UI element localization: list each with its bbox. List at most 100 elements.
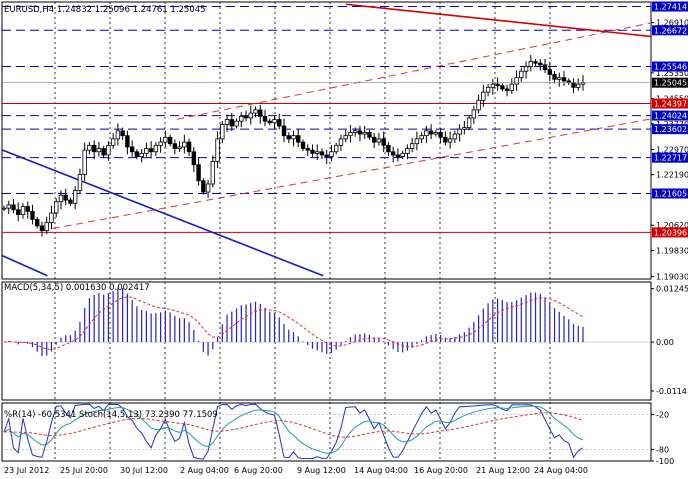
candle-body [258,109,263,117]
candle-body [139,152,144,158]
candle-body [315,151,320,154]
candle-body [438,132,443,138]
y-tick-label: 1.25350 [656,69,688,78]
level-price-label: 1.25546 [654,63,687,72]
candle-body [148,148,154,153]
macd-title: MACD(5,34,5) 0.001630 0.002417 [4,283,150,293]
candle-body [419,135,424,140]
oscillator-panel [2,403,651,460]
price-panel-frame [1,1,652,280]
level-price-tag [652,61,688,72]
candle-body [25,206,30,212]
candle-body [39,225,45,232]
candle-body [91,144,97,153]
current-price-label: 1.25045 [654,79,687,88]
trendline-channel-upper [177,22,652,120]
oscillator-tick-label: -80 [656,445,669,454]
candle-body [220,123,225,140]
candle-body [296,135,301,143]
candle-body [324,154,329,158]
candle-body [163,136,168,143]
candle-body [129,146,135,153]
candle-body [504,88,510,91]
x-tick-label: 30 Jul 12:00 [120,466,168,475]
level-price-tag [652,1,688,12]
candle-body [362,132,367,135]
candle-body [343,135,348,140]
candle-body [87,144,92,151]
candle-body [281,125,287,137]
y-tick-label: 1.19030 [656,272,688,281]
candle-body [476,99,481,111]
candle-body [352,130,358,133]
oscillator-title: %R(14) -60.5341 Stoch(14,5,13) 73.2390 7… [4,410,218,420]
y-tick-label: 1.20620 [656,221,688,230]
level-price-label: 1.21605 [654,189,687,198]
y-tick-label: 1.22970 [656,146,688,155]
candle-body [357,130,363,135]
candle-body [528,61,533,67]
level-price-label: 1.27414 [654,3,687,12]
candle-body [277,119,282,127]
candle-body [405,148,410,154]
candle-body [196,164,201,182]
candle-body [542,64,548,71]
candle-body [533,61,538,64]
candle-body [305,148,310,151]
x-tick-label: 21 Aug 12:00 [476,466,530,475]
candle-body [44,222,49,232]
candle-body [576,83,581,88]
candle-body [182,141,187,148]
candle-body [186,141,192,153]
candle-body [395,154,401,158]
candle-body [471,109,477,119]
candle-body [490,83,496,88]
stoch-main-line [3,405,584,454]
level-price-tag [652,110,688,121]
candle-body [495,83,500,87]
candle-body [229,119,235,127]
macd-signal-line [3,296,584,351]
oscillator-tick-label: -100 [656,457,674,466]
x-tick-label: 16 Aug 20:00 [414,466,468,475]
macd-tick-label: 0.00 [656,338,674,347]
candle-body [134,151,140,158]
candle-body [509,83,515,91]
stoch-signal-line [3,412,584,438]
x-tick-label: 14 Aug 04:00 [354,466,408,475]
candle-body [414,138,420,145]
candle-body [348,132,353,137]
level-price-tag [652,188,688,199]
level-price-tag [652,25,688,36]
candle-body [386,144,391,153]
y-tick-label: 1.26910 [656,19,688,28]
grid [1,1,652,462]
level-price-label: 1.20396 [654,228,687,237]
candle-body [329,151,334,158]
candle-body [30,210,35,220]
price-panel [1,3,652,277]
candle-body [381,138,386,146]
candle-body [561,77,567,82]
candle-body [16,209,21,215]
candle-body [101,148,106,156]
level-price-tag [652,152,688,163]
candle-body [239,115,244,122]
trendline-resistance [345,3,652,38]
candle-body [224,119,230,125]
x-tick-label: 9 Aug 12:00 [297,466,346,475]
candle-body [433,132,439,135]
level-price-tag [652,98,688,109]
level-price-label: 1.26672 [654,26,687,35]
candle-body [334,144,339,153]
candle-body [243,115,249,119]
candle-body [6,204,11,209]
level-price-label: 1.24024 [654,112,687,121]
candle-body [571,82,576,88]
candle-body [120,130,125,137]
main-chart-title: EURUSD,H4 1.24832 1.25096 1.24761 1.2504… [4,5,206,15]
candle-body [367,132,372,138]
candle-body [523,66,529,72]
candle-body [106,144,111,156]
